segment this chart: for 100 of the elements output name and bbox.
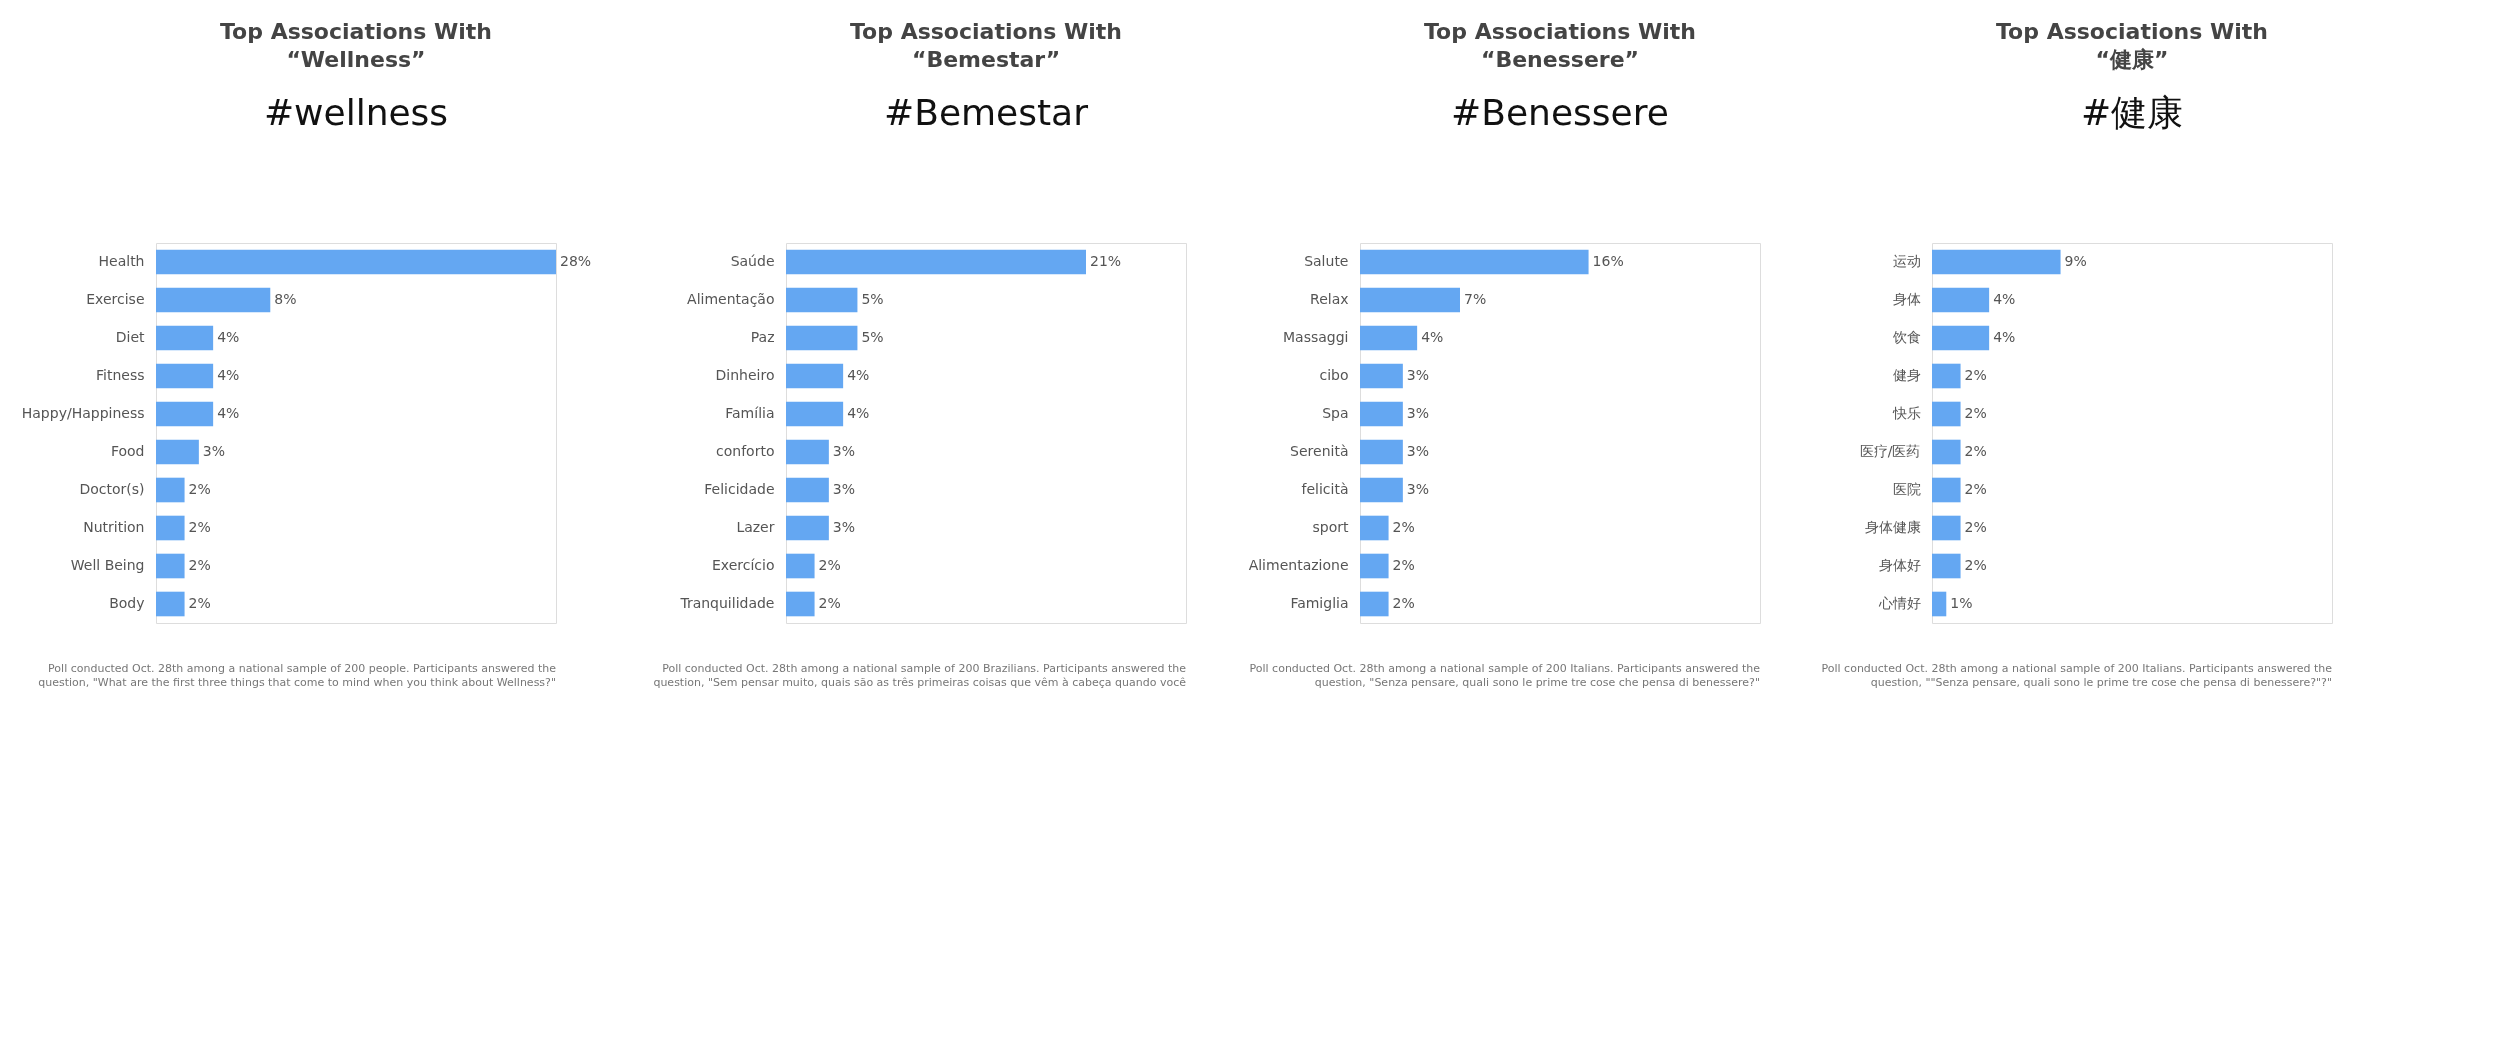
data-label: 2% — [188, 595, 211, 611]
data-label: 3% — [1406, 405, 1430, 421]
y-tick-label: Fitness — [96, 367, 145, 383]
y-tick-label: Dinheiro — [715, 367, 775, 383]
data-label: 2% — [1964, 557, 1987, 573]
y-tick-label: Relax — [1310, 291, 1349, 307]
bar — [156, 553, 185, 579]
y-tick-label: 心情好 — [1877, 595, 1921, 611]
bar — [786, 325, 858, 351]
bar — [1932, 515, 1961, 541]
bar — [1360, 515, 1389, 541]
bar — [156, 515, 185, 541]
bar — [786, 401, 844, 427]
y-tick-label: Happy/Happiness — [21, 405, 145, 421]
data-label: 9% — [2064, 253, 2087, 269]
text: Poll conducted Oct. 28th among a national sample of 200 Italians. Participants answered the question, ""Senza pensare, quali sono le prime tre cose che pensa di benessere?"?" — [1821, 662, 2333, 689]
y-tick-label: sport — [1312, 519, 1349, 535]
data-label: 2% — [188, 481, 211, 497]
data-label: 3% — [832, 481, 856, 497]
y-tick-label: 饮食 — [1891, 329, 1921, 345]
bar — [156, 401, 214, 427]
bar — [156, 249, 556, 275]
y-tick-label: Felicidade — [704, 481, 775, 497]
y-tick-label: Exercício — [711, 557, 775, 573]
text: Poll conducted Oct. 28th among a national sample of 200 Brazilians. Participants answered the question, "Sem pensar muito, quais são as três primeiras coisas que vêm à cabeça quando você — [653, 662, 1187, 689]
bar — [1360, 249, 1589, 275]
bar — [156, 325, 214, 351]
y-tick-label: Paz — [750, 329, 775, 345]
y-tick-label: Doctor(s) — [79, 481, 145, 497]
text: #wellness — [263, 92, 449, 133]
y-tick-label: 医院 — [1892, 481, 1921, 497]
data-label: 3% — [1406, 367, 1430, 383]
bar — [1360, 439, 1403, 465]
chart-title: Top Associations With “Benessere” — [1424, 19, 1696, 72]
bar — [786, 363, 844, 389]
bar — [1932, 401, 1961, 427]
y-tick-label: 身体 — [1892, 291, 1921, 307]
text: #Bemestar — [884, 92, 1089, 133]
bar — [1932, 477, 1961, 503]
data-label: 4% — [217, 405, 240, 421]
y-tick-label: Alimentação — [687, 291, 775, 307]
text: #Benessere — [1451, 92, 1669, 133]
bar — [1360, 553, 1389, 579]
data-label: 16% — [1592, 253, 1624, 269]
y-tick-label: Alimentazione — [1248, 557, 1349, 573]
bar — [786, 249, 1086, 275]
bar — [786, 439, 829, 465]
bar — [156, 477, 185, 503]
data-label: 2% — [188, 557, 211, 573]
bar — [156, 439, 199, 465]
bar — [1360, 325, 1418, 351]
data-label: 4% — [217, 367, 240, 383]
bar — [1932, 439, 1961, 465]
data-label: 3% — [202, 443, 226, 459]
data-label: 1% — [1950, 595, 1973, 611]
bar — [1360, 401, 1403, 427]
y-tick-label: Food — [110, 443, 145, 459]
bar — [786, 287, 858, 313]
y-tick-label: 快乐 — [1891, 405, 1921, 421]
data-label: 3% — [832, 519, 856, 535]
data-label: 4% — [847, 367, 870, 383]
bar — [786, 591, 815, 617]
data-label: 3% — [1406, 481, 1430, 497]
data-label: 2% — [1964, 405, 1987, 421]
bar — [786, 515, 829, 541]
y-tick-label: Body — [109, 595, 145, 611]
data-label: 28% — [560, 253, 592, 269]
y-tick-label: Well Being — [70, 557, 145, 573]
data-label: 4% — [1421, 329, 1444, 345]
bar — [1360, 363, 1403, 389]
y-tick-label: Serenità — [1290, 443, 1349, 459]
data-label: 2% — [1964, 367, 1987, 383]
y-tick-label: 健身 — [1892, 367, 1921, 383]
bar — [1932, 591, 1947, 617]
data-label: 21% — [1090, 253, 1122, 269]
bar — [156, 287, 271, 313]
data-label: 8% — [274, 291, 297, 307]
data-label: 7% — [1464, 291, 1487, 307]
data-label: 2% — [1392, 519, 1415, 535]
y-tick-label: Família — [725, 405, 775, 421]
data-label: 4% — [1993, 291, 2016, 307]
y-tick-label: Famiglia — [1290, 595, 1349, 611]
bar — [786, 477, 829, 503]
bar — [156, 591, 185, 617]
y-tick-label: Saúde — [730, 253, 775, 269]
y-tick-label: Health — [98, 253, 145, 269]
data-label: 2% — [188, 519, 211, 535]
data-label: 4% — [217, 329, 240, 345]
data-label: 2% — [1964, 519, 1987, 535]
data-label: 3% — [1406, 443, 1430, 459]
data-label: 4% — [847, 405, 870, 421]
y-tick-label: Salute — [1304, 253, 1349, 269]
data-label: 5% — [861, 291, 884, 307]
data-label: 3% — [832, 443, 856, 459]
bar — [156, 363, 214, 389]
chart-title: Top Associations With “Bemestar” — [850, 19, 1122, 72]
y-tick-label: 运动 — [1892, 253, 1921, 269]
y-tick-label: felicità — [1301, 481, 1349, 497]
text: Poll conducted Oct. 28th among a national sample of 200 people. Participants answered the question, "What are the first three things that come to mind when you think about Wellness?" — [38, 662, 557, 689]
data-label: 2% — [818, 595, 841, 611]
